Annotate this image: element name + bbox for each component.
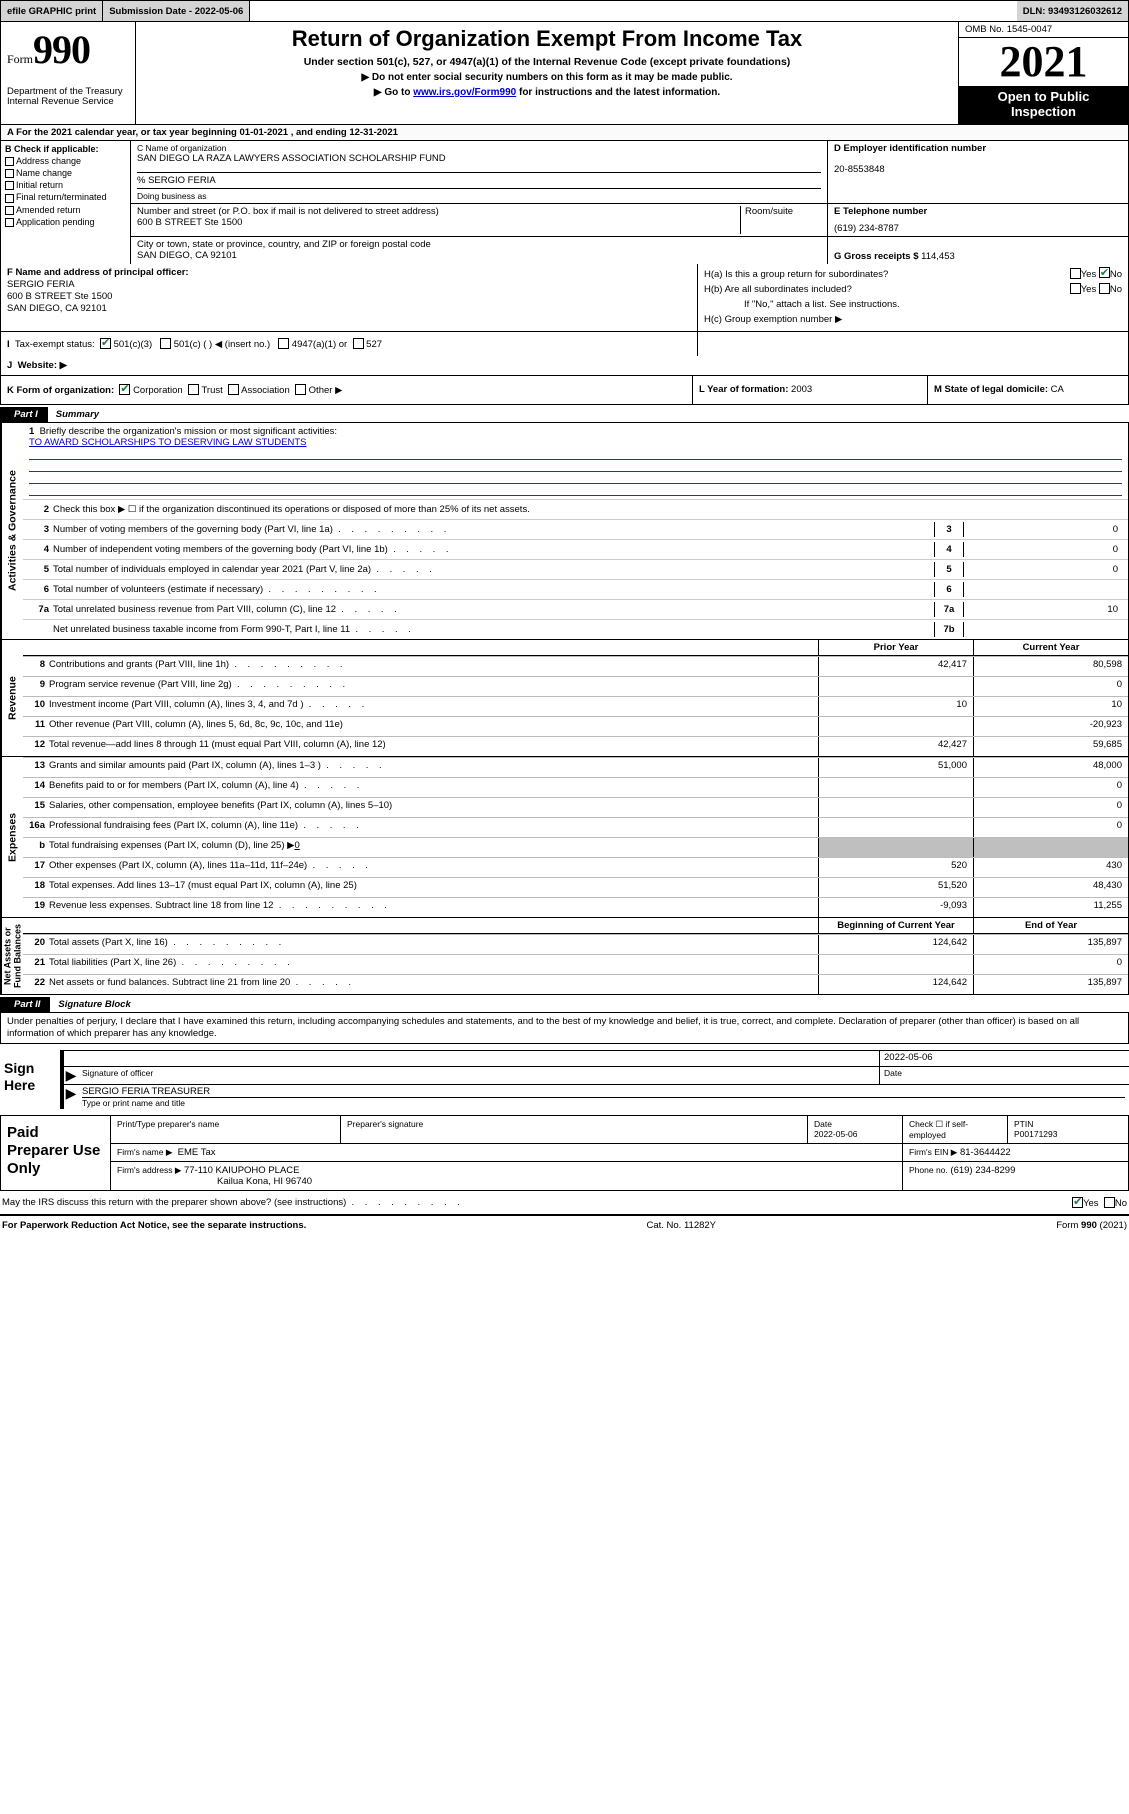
side-activities: Activities & Governance	[1, 423, 23, 639]
d-label: D Employer identification number	[834, 143, 986, 154]
paid-preparer-block: Paid Preparer Use Only Print/Type prepar…	[0, 1115, 1129, 1191]
c-name-label: C Name of organization	[137, 143, 821, 153]
hb-label: H(b) Are all subordinates included?	[704, 284, 852, 295]
e-label: E Telephone number	[834, 206, 927, 217]
penalties-statement: Under penalties of perjury, I declare th…	[0, 1012, 1129, 1045]
room-label: Room/suite	[741, 206, 821, 234]
city: SAN DIEGO, CA 92101	[137, 250, 821, 261]
dba-label: Doing business as	[137, 188, 821, 201]
form-number: Form990	[7, 26, 129, 73]
officer-city: SAN DIEGO, CA 92101	[7, 303, 107, 314]
efile-print[interactable]: efile GRAPHIC print	[1, 1, 103, 21]
form-title: Return of Organization Exempt From Incom…	[142, 26, 952, 52]
sign-here-block: Sign Here 2022-05-06 ▶ Signature of offi…	[0, 1050, 1129, 1109]
phone: (619) 234-8787	[834, 223, 1122, 234]
ha-label: H(a) Is this a group return for subordin…	[704, 269, 888, 280]
sig-officer-label: Signature of officer	[78, 1067, 879, 1084]
page-footer: For Paperwork Reduction Act Notice, see …	[0, 1216, 1129, 1231]
officer-name: SERGIO FERIA	[7, 279, 75, 290]
side-netassets: Net Assets or Fund Balances	[1, 918, 23, 994]
section-j: J Website: ▶	[0, 356, 1129, 375]
part1-header: Part I Summary	[0, 407, 1129, 422]
gross-receipts: 114,453	[921, 251, 955, 262]
goto-note: ▶ Go to www.irs.gov/Form990 for instruct…	[142, 87, 952, 98]
side-revenue: Revenue	[1, 640, 23, 756]
street-label: Number and street (or P.O. box if mail i…	[137, 206, 736, 217]
department: Department of the Treasury Internal Reve…	[7, 87, 129, 108]
dln: DLN: 93493126032612	[1017, 1, 1128, 21]
part1-expenses: Expenses 13Grants and similar amounts pa…	[0, 757, 1129, 918]
omb-number: OMB No. 1545-0047	[959, 22, 1128, 38]
section-klm: K Form of organization: Corporation Trus…	[0, 375, 1129, 405]
section-i: I Tax-exempt status: 501(c)(3) 501(c) ( …	[0, 331, 1129, 356]
side-expenses: Expenses	[1, 757, 23, 917]
ssn-note: ▶ Do not enter social security numbers o…	[142, 72, 952, 83]
part1-activities: Activities & Governance 1 Briefly descri…	[0, 422, 1129, 640]
section-b-to-g: B Check if applicable: Address change Na…	[0, 140, 1129, 264]
col-b: B Check if applicable: Address change Na…	[1, 141, 131, 264]
top-bar: efile GRAPHIC print Submission Date - 20…	[0, 0, 1129, 22]
discuss-line: May the IRS discuss this return with the…	[0, 1191, 1129, 1216]
ein: 20-8553848	[834, 164, 1122, 175]
mission-text[interactable]: TO AWARD SCHOLARSHIPS TO DESERVING LAW S…	[29, 437, 307, 448]
hb-note: If "No," attach a list. See instructions…	[704, 297, 1122, 312]
submission-date: Submission Date - 2022-05-06	[103, 1, 250, 21]
g-label: G Gross receipts $	[834, 251, 918, 262]
date-label: Date	[879, 1067, 1129, 1084]
hc-label: H(c) Group exemption number ▶	[704, 312, 1122, 327]
care-of: % SERGIO FERIA	[137, 172, 821, 186]
part1-netassets: Net Assets or Fund Balances Beginning of…	[0, 918, 1129, 995]
form-header: Form990 Department of the Treasury Inter…	[0, 22, 1129, 124]
irs-link[interactable]: www.irs.gov/Form990	[413, 87, 516, 98]
section-f-h: F Name and address of principal officer:…	[0, 264, 1129, 331]
city-label: City or town, state or province, country…	[137, 239, 821, 250]
form-subtitle: Under section 501(c), 527, or 4947(a)(1)…	[142, 56, 952, 68]
tax-year: 2021	[959, 38, 1128, 86]
officer-street: 600 B STREET Ste 1500	[7, 291, 112, 302]
officer-printed: SERGIO FERIA TREASURER	[82, 1086, 1125, 1097]
f-label: F Name and address of principal officer:	[7, 267, 189, 278]
org-name: SAN DIEGO LA RAZA LAWYERS ASSOCIATION SC…	[137, 153, 821, 164]
tax-period: A For the 2021 calendar year, or tax yea…	[0, 124, 1129, 140]
open-to-public: Open to Public Inspection	[959, 86, 1128, 124]
part1-revenue: Revenue Prior YearCurrent Year 8Contribu…	[0, 640, 1129, 757]
street: 600 B STREET Ste 1500	[137, 217, 736, 228]
part2-header: Part II Signature Block	[0, 997, 1129, 1012]
